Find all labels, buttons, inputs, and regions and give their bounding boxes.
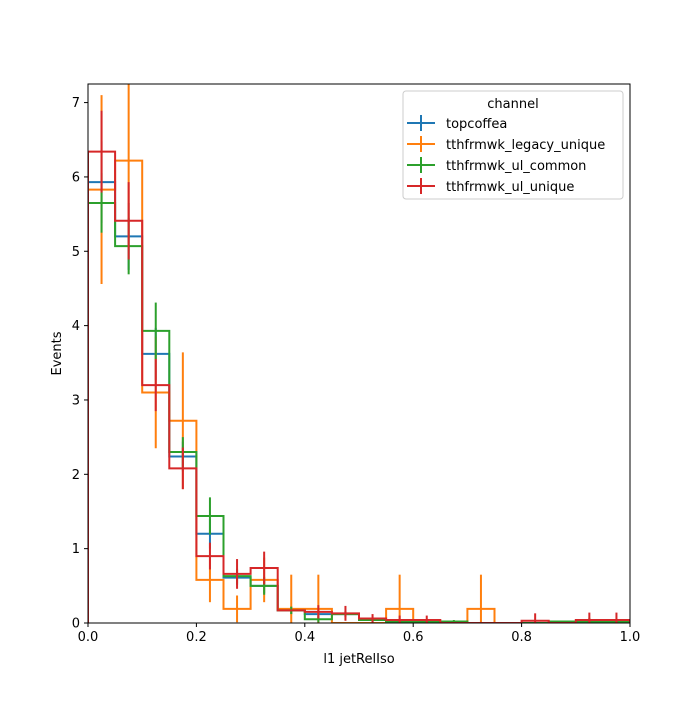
legend-label: topcoffea <box>446 117 507 132</box>
axes-frame <box>87 83 631 624</box>
legend-entry: tthfrmwk_ul_common <box>407 157 586 174</box>
y-tick-label: 3 <box>72 393 80 408</box>
x-axis-label: l1 jetRelIso <box>323 652 394 667</box>
x-tick-label: 0.6 <box>403 630 424 645</box>
y-tick-label: 7 <box>72 96 80 111</box>
x-axis: 0.0 0.2 0.4 0.6 0.8 1.0 <box>78 623 641 645</box>
legend-entry: topcoffea <box>407 115 507 132</box>
y-tick-label: 5 <box>72 245 80 260</box>
legend-entry: tthfrmwk_legacy_unique <box>407 136 605 153</box>
y-tick-label: 0 <box>72 617 80 632</box>
x-tick-label: 1.0 <box>620 630 641 645</box>
x-tick-label: 0.4 <box>294 630 315 645</box>
y-tick-label: 4 <box>72 319 80 334</box>
y-tick-label: 1 <box>72 542 80 557</box>
legend-title: channel <box>487 97 538 112</box>
legend-entries: topcoffea tthfrmwk_legacy_unique tthfrmwk_… <box>407 115 605 195</box>
y-tick-label: 2 <box>72 468 80 483</box>
legend-box <box>402 90 624 200</box>
legend-entry: tthfrmwk_ul_unique <box>407 178 574 195</box>
legend-label: tthfrmwk_ul_unique <box>446 180 574 195</box>
x-tick-label: 0.8 <box>511 630 532 645</box>
x-tick-label: 0.0 <box>78 630 99 645</box>
y-axis-label: Events <box>50 331 65 375</box>
legend-label: tthfrmwk_ul_common <box>446 159 586 174</box>
step-line-tthfrmwk_ul_unique <box>88 150 630 623</box>
legend: channel topcoffeatthfrmwk_legacy_uniquet… <box>402 90 624 200</box>
plot-area <box>88 84 630 623</box>
x-tick-label: 0.2 <box>186 630 207 645</box>
y-axis: 0 1 2 3 4 5 6 7 <box>72 96 88 632</box>
legend-label: tthfrmwk_legacy_unique <box>446 138 605 153</box>
series-tthfrmwk_ul_unique <box>88 110 630 623</box>
y-tick-label: 6 <box>72 170 80 185</box>
